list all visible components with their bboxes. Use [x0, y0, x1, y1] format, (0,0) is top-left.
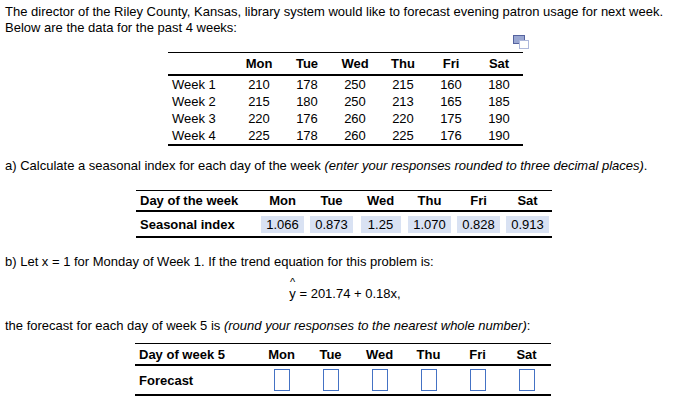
usage-cell: 210: [235, 75, 283, 93]
usage-cell: 178: [283, 75, 331, 93]
row-label-week-3: Week 3: [168, 110, 235, 127]
forecast-label-header: Day of week 5: [135, 344, 257, 366]
part-a-italic: (enter your responses rounded to three d…: [324, 158, 643, 173]
seasonal-index-input[interactable]: 0.828: [457, 216, 500, 233]
seasonal-col-header-wed: Wed: [356, 191, 405, 212]
forecast-intro-italic: (round your responses to the nearest who…: [224, 318, 527, 333]
table-row: Week 3 220 176 260 220 175 190: [168, 110, 523, 127]
usage-cell: 260: [331, 110, 379, 127]
usage-cell: 260: [331, 127, 379, 145]
usage-col-header-mon: Mon: [235, 53, 283, 76]
forecast-input-row: Forecast: [135, 365, 551, 395]
seasonal-row-label: Seasonal index: [136, 211, 258, 237]
usage-cell: 215: [235, 93, 283, 110]
usage-cell: 176: [283, 110, 331, 127]
seasonal-index-input[interactable]: 1.066: [261, 216, 304, 233]
row-label-week-2: Week 2: [168, 93, 235, 110]
usage-cell: 185: [475, 93, 523, 110]
part-a-text: a) Calculate a seasonal index for each d…: [5, 158, 647, 173]
equation-rest: = 201.74 + 0.18x,: [296, 286, 401, 301]
seasonal-index-input[interactable]: 0.873: [310, 216, 353, 233]
usage-col-header-fri: Fri: [427, 53, 475, 76]
usage-col-header-sat: Sat: [475, 53, 523, 76]
forecast-input-sat[interactable]: [519, 369, 535, 391]
intro-line-1: The director of the Riley County, Kansas…: [5, 4, 663, 20]
forecast-intro-text: the forecast for each day of week 5 is (…: [5, 318, 530, 333]
equation-variable: y^: [289, 286, 296, 301]
problem-intro: The director of the Riley County, Kansas…: [5, 4, 663, 36]
seasonal-index-input[interactable]: 1.070: [408, 216, 451, 233]
seasonal-index-input[interactable]: 1.25: [361, 216, 401, 233]
seasonal-label-header: Day of the week: [136, 191, 258, 212]
forecast-col-header-mon: Mon: [257, 344, 306, 366]
usage-cell: 190: [475, 110, 523, 127]
usage-table: Mon Tue Wed Thu Fri Sat Week 1 210 178 2…: [168, 52, 523, 146]
intro-line-2: Below are the data for the past 4 weeks:: [5, 20, 663, 36]
usage-corner-cell: [168, 53, 235, 76]
seasonal-value-row: Seasonal index 1.066 0.873 1.25 1.070 0.…: [136, 211, 552, 237]
usage-cell: 165: [427, 93, 475, 110]
forecast-intro-prefix: the forecast for each day of week 5 is: [5, 318, 224, 333]
part-a-prefix: a) Calculate a seasonal index for each d…: [5, 158, 324, 173]
part-b-text: b) Let x = 1 for Monday of Week 1. If th…: [5, 254, 434, 269]
copy-icon-front-rect: [519, 40, 529, 49]
forecast-input-mon[interactable]: [274, 369, 290, 391]
forecast-col-header-fri: Fri: [453, 344, 502, 366]
copy-icon[interactable]: [512, 33, 531, 50]
equation-y: y: [289, 286, 296, 301]
forecast-header-row: Day of week 5 Mon Tue Wed Thu Fri Sat: [135, 344, 551, 366]
usage-cell: 180: [475, 75, 523, 93]
usage-cell: 225: [379, 127, 427, 145]
usage-cell: 180: [283, 93, 331, 110]
table-row: Week 1 210 178 250 215 160 180: [168, 75, 523, 93]
usage-cell: 213: [379, 93, 427, 110]
row-label-week-4: Week 4: [168, 127, 235, 145]
forecast-input-fri[interactable]: [470, 369, 486, 391]
usage-cell: 160: [427, 75, 475, 93]
usage-cell: 215: [379, 75, 427, 93]
forecast-col-header-thu: Thu: [404, 344, 453, 366]
usage-cell: 250: [331, 75, 379, 93]
usage-cell: 175: [427, 110, 475, 127]
forecast-row-label: Forecast: [135, 365, 257, 395]
usage-header-row: Mon Tue Wed Thu Fri Sat: [168, 53, 523, 76]
forecast-col-header-sat: Sat: [502, 344, 551, 366]
forecast-input-thu[interactable]: [421, 369, 437, 391]
usage-col-header-thu: Thu: [379, 53, 427, 76]
seasonal-col-header-tue: Tue: [307, 191, 356, 212]
forecast-input-wed[interactable]: [372, 369, 388, 391]
row-label-week-1: Week 1: [168, 75, 235, 93]
seasonal-col-header-sat: Sat: [503, 191, 552, 212]
usage-cell: 225: [235, 127, 283, 145]
table-row: Week 4 225 178 260 225 176 190: [168, 127, 523, 145]
seasonal-col-header-thu: Thu: [405, 191, 454, 212]
usage-cell: 250: [331, 93, 379, 110]
forecast-input-tue[interactable]: [323, 369, 339, 391]
seasonal-col-header-mon: Mon: [258, 191, 307, 212]
part-a-suffix: .: [644, 158, 648, 173]
table-row: Week 2 215 180 250 213 165 185: [168, 93, 523, 110]
problem-page: { "intro": { "line1": "The director of t…: [0, 0, 690, 419]
forecast-table: Day of week 5 Mon Tue Wed Thu Fri Sat Fo…: [135, 343, 551, 396]
forecast-col-header-tue: Tue: [306, 344, 355, 366]
usage-cell: 220: [379, 110, 427, 127]
usage-col-header-wed: Wed: [331, 53, 379, 76]
usage-cell: 220: [235, 110, 283, 127]
usage-cell: 176: [427, 127, 475, 145]
seasonal-index-table: Day of the week Mon Tue Wed Thu Fri Sat …: [136, 190, 552, 238]
trend-equation: y^ = 201.74 + 0.18x,: [0, 286, 690, 301]
seasonal-header-row: Day of the week Mon Tue Wed Thu Fri Sat: [136, 191, 552, 212]
usage-col-header-tue: Tue: [283, 53, 331, 76]
seasonal-col-header-fri: Fri: [454, 191, 503, 212]
usage-cell: 178: [283, 127, 331, 145]
hat-symbol: ^: [289, 277, 296, 287]
seasonal-index-input[interactable]: 0.913: [506, 216, 549, 233]
forecast-intro-suffix: :: [527, 318, 531, 333]
forecast-col-header-wed: Wed: [355, 344, 404, 366]
usage-cell: 190: [475, 127, 523, 145]
